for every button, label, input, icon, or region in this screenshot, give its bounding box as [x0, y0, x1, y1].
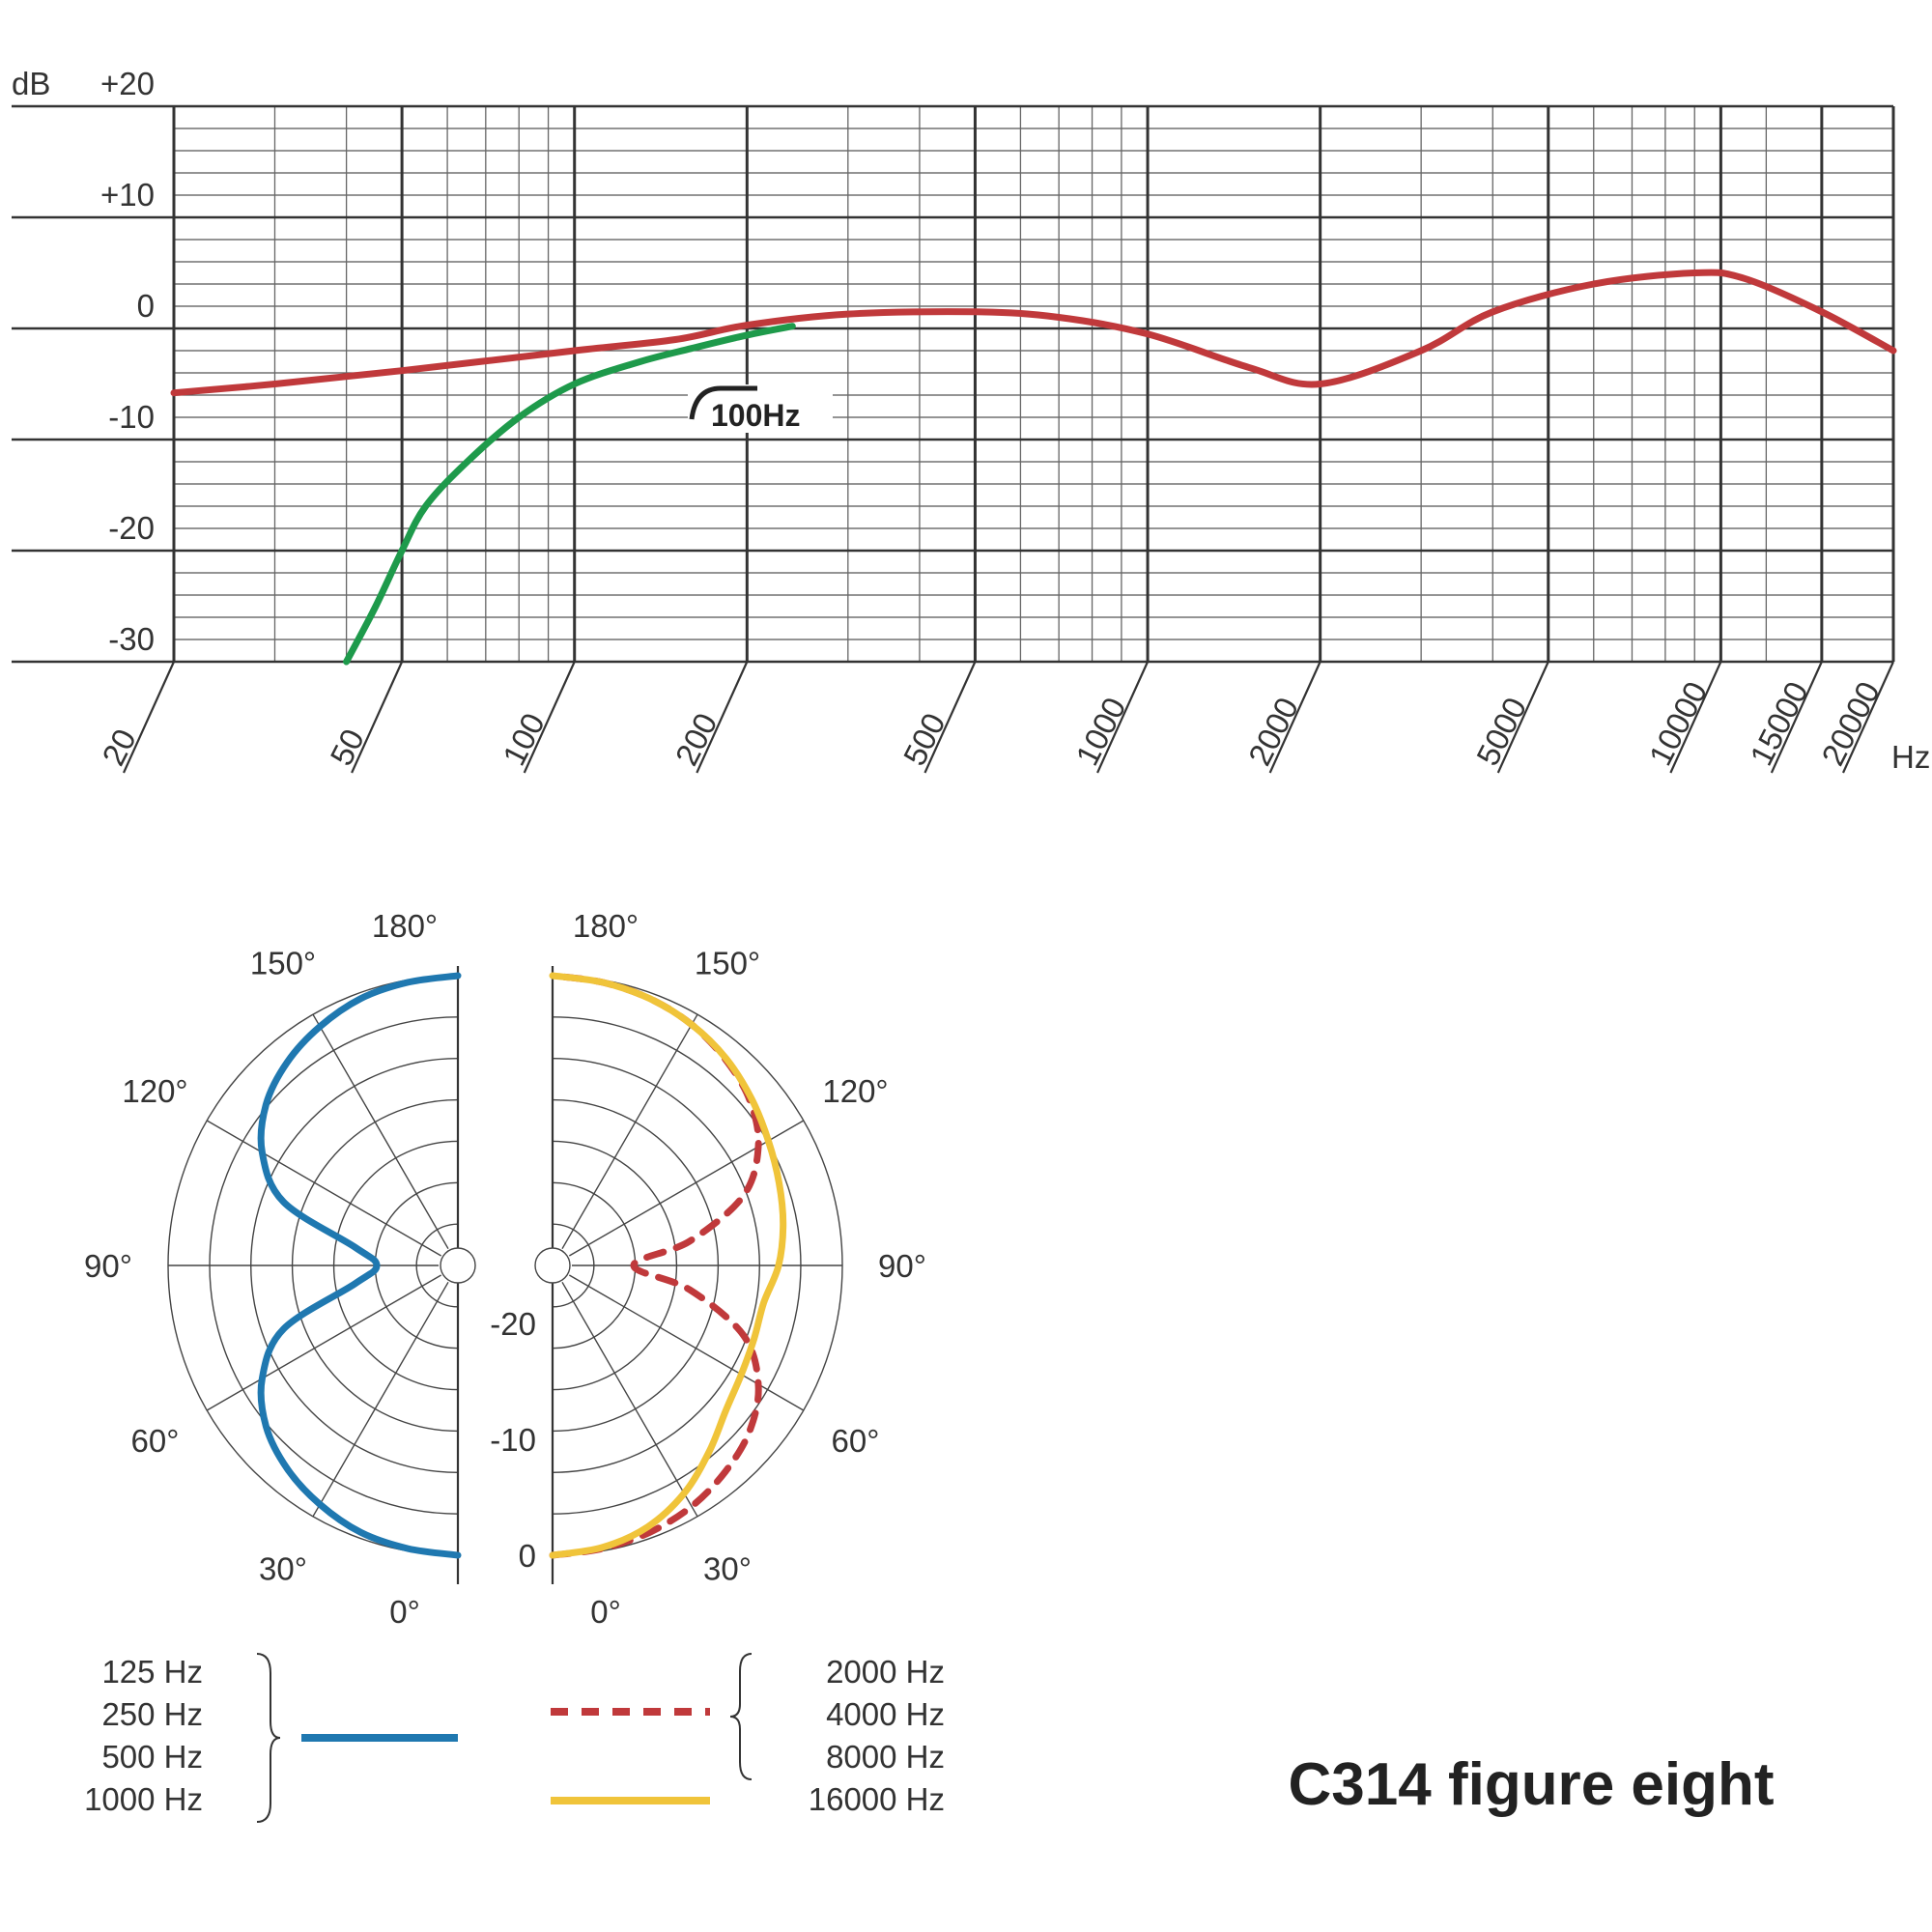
- y-unit-label: dB: [12, 66, 50, 101]
- polar-curve-high: [549, 972, 787, 1559]
- x-tick-label: 500: [896, 707, 952, 771]
- polar-center: [440, 1247, 476, 1284]
- angle-label-left: 90°: [84, 1248, 132, 1284]
- angle-label-right: 90°: [878, 1248, 926, 1284]
- x-tick-mark: [1096, 661, 1150, 774]
- polar-spoke: [206, 1274, 442, 1411]
- x-tick-mark: [696, 661, 749, 774]
- x-tick-label: 20: [95, 724, 143, 772]
- x-tick-mark: [923, 661, 977, 774]
- frequency-response-curves: [170, 269, 1897, 666]
- angle-label-right: 180°: [573, 908, 639, 944]
- angle-label-right: 120°: [822, 1073, 888, 1109]
- x-tick-mark: [1496, 661, 1549, 774]
- high-pass-filter-icon: [689, 385, 757, 420]
- annotation-label: 100Hz: [711, 398, 801, 433]
- response-curve-highpass: [343, 323, 796, 666]
- x-tick-mark: [122, 661, 176, 774]
- frequency-response-axes: +20 +10 0 -10 -20 -30 dB 20 50 100 200 500 1000 2000 5…: [12, 66, 1930, 775]
- x-tick-mark: [1770, 661, 1823, 774]
- high-pass-annotation: 100Hz: [688, 384, 833, 433]
- polar-spoke: [206, 1120, 442, 1257]
- x-tick-label: 1000: [1068, 692, 1132, 771]
- y-tick-label: -10: [108, 399, 155, 435]
- x-tick-label: 2000: [1241, 692, 1305, 771]
- x-tick-mark: [1669, 661, 1722, 774]
- x-tick-label: 5000: [1469, 692, 1533, 771]
- legend-label-mid: 2000 Hz: [826, 1654, 945, 1690]
- x-tick-label: 10000: [1642, 676, 1715, 772]
- y-tick-label: -30: [108, 621, 155, 657]
- annotation-background: [688, 384, 833, 433]
- legend-bracket-low: [256, 1653, 281, 1823]
- x-tick-mark: [1268, 661, 1321, 774]
- polar-spoke: [312, 1281, 449, 1518]
- angle-label-left: 60°: [131, 1423, 180, 1459]
- polar-spoke: [568, 1274, 805, 1411]
- x-tick-mark: [523, 661, 576, 774]
- polar-spoke: [561, 1281, 698, 1518]
- response-curve-flat: [170, 269, 1897, 397]
- chart-title: C314 figure eight: [1289, 1751, 1775, 1818]
- polar-spoke: [312, 1013, 449, 1250]
- legend-label-low: 500 Hz: [101, 1739, 203, 1775]
- polar-spoke: [561, 1013, 698, 1250]
- legend: 125 Hz 250 Hz 500 Hz 1000 Hz 2000 Hz 4000 Hz 8…: [84, 1653, 945, 1823]
- polar-center: [534, 1247, 571, 1284]
- legend-label-low: 250 Hz: [101, 1696, 203, 1732]
- x-tick-label: 15000: [1743, 676, 1815, 772]
- y-tick-label: +20: [100, 66, 155, 101]
- y-tick-label: -20: [108, 510, 155, 546]
- radial-label: -20: [490, 1306, 536, 1342]
- angle-label-left: 120°: [122, 1073, 187, 1109]
- angle-label-left: 180°: [372, 908, 438, 944]
- legend-label-high: 16000 Hz: [809, 1781, 945, 1817]
- angle-label-right: 60°: [832, 1423, 880, 1459]
- y-tick-label: 0: [137, 288, 155, 324]
- x-tick-label: 100: [496, 707, 552, 771]
- radial-label: -10: [490, 1422, 536, 1458]
- legend-bracket-mid: [729, 1653, 753, 1780]
- angle-label-left: 0°: [389, 1594, 420, 1630]
- x-tick-mark: [351, 661, 404, 774]
- legend-label-low: 125 Hz: [101, 1654, 203, 1690]
- angle-label-right: 30°: [703, 1551, 752, 1587]
- polar-spoke: [568, 1120, 805, 1257]
- polar-grid: [167, 966, 843, 1584]
- legend-label-mid: 4000 Hz: [826, 1696, 945, 1732]
- polar-curve-low: [257, 972, 462, 1559]
- angle-label-left: 30°: [259, 1551, 307, 1587]
- angle-label-right: 150°: [695, 945, 760, 980]
- x-tick-label: 200: [668, 707, 724, 771]
- legend-label-low: 1000 Hz: [84, 1781, 203, 1817]
- legend-label-mid: 8000 Hz: [826, 1739, 945, 1775]
- angle-label-left: 150°: [250, 945, 316, 980]
- x-tick-mark: [1841, 661, 1895, 774]
- x-tick-label: 50: [323, 724, 371, 772]
- radial-label: 0: [519, 1538, 536, 1574]
- polar-curves: [257, 972, 787, 1559]
- angle-label-right: 0°: [590, 1594, 621, 1630]
- y-tick-label: +10: [100, 177, 155, 213]
- x-unit-label: Hz: [1891, 739, 1930, 775]
- polar-labels: 180° 180° 150° 150° 120° 120° 90° 90° 60° 60° 30° 3…: [84, 908, 926, 1630]
- x-tick-label: 20000: [1814, 676, 1887, 772]
